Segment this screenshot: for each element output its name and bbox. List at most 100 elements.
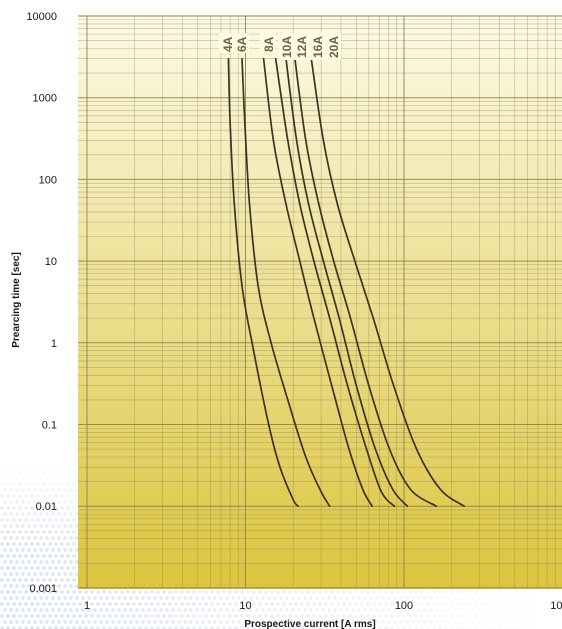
dot-mark: [465, 596, 469, 600]
dot-mark: [249, 620, 253, 624]
dot-mark: [498, 626, 502, 629]
dot-mark: [444, 626, 448, 629]
dot-mark: [261, 620, 265, 624]
dot-mark: [318, 590, 322, 594]
dot-mark: [126, 590, 130, 594]
dot-mark: [246, 614, 250, 618]
dot-mark: [48, 626, 52, 629]
dot-mark: [273, 596, 277, 600]
dot-mark: [57, 536, 61, 540]
dot-mark: [36, 566, 40, 570]
dot-mark: [15, 620, 19, 624]
dot-mark: [402, 590, 406, 594]
dot-mark: [36, 614, 40, 618]
dot-mark: [219, 620, 223, 624]
curve-12a: [285, 57, 409, 508]
dot-mark: [342, 614, 346, 618]
dot-mark: [381, 620, 385, 624]
dot-mark: [12, 614, 16, 618]
dot-mark: [504, 590, 508, 594]
dot-mark: [420, 590, 424, 594]
dot-mark: [138, 626, 142, 629]
dot-mark: [51, 584, 55, 588]
dot-mark: [435, 620, 439, 624]
dot-mark: [51, 548, 55, 552]
dot-mark: [366, 602, 370, 606]
dot-mark: [81, 608, 85, 612]
dot-mark: [72, 518, 76, 522]
dot-mark: [528, 590, 532, 594]
dot-mark: [285, 608, 289, 612]
dot-mark: [384, 614, 388, 618]
dot-mark: [303, 608, 307, 612]
dot-mark: [171, 620, 175, 624]
dot-mark: [231, 596, 235, 600]
dot-mark: [102, 602, 106, 606]
dot-mark: [39, 548, 43, 552]
dot-mark: [333, 620, 337, 624]
dot-mark: [42, 494, 46, 498]
dot-mark: [324, 614, 328, 618]
dot-mark: [360, 590, 364, 594]
dot-mark: [96, 614, 100, 618]
dot-mark: [276, 614, 280, 618]
curve-label-bg: [219, 33, 235, 53]
dot-mark: [42, 578, 46, 582]
dot-mark: [198, 602, 202, 606]
dot-mark: [27, 584, 31, 588]
dot-mark: [318, 602, 322, 606]
dot-mark: [39, 596, 43, 600]
dot-mark: [447, 620, 451, 624]
dot-mark: [171, 608, 175, 612]
dot-mark: [189, 608, 193, 612]
dot-mark: [300, 590, 304, 594]
curve-6a: [241, 57, 331, 508]
dot-mark: [282, 614, 286, 618]
dot-mark: [228, 602, 232, 606]
dot-mark: [96, 590, 100, 594]
dot-mark: [474, 602, 478, 606]
dot-mark: [36, 590, 40, 594]
dot-mark: [465, 608, 469, 612]
dot-mark: [45, 500, 49, 504]
dot-mark: [18, 566, 22, 570]
dot-mark: [423, 620, 427, 624]
dot-mark: [144, 626, 148, 629]
dot-mark: [363, 608, 367, 612]
dot-mark: [162, 602, 166, 606]
dot-mark: [12, 506, 16, 510]
dot-mark: [33, 512, 37, 516]
dot-mark: [126, 626, 130, 629]
dot-mark: [450, 614, 454, 618]
dot-mark: [24, 578, 28, 582]
dot-mark: [459, 608, 463, 612]
dot-mark: [519, 608, 523, 612]
dot-mark: [225, 620, 229, 624]
dot-mark: [468, 602, 472, 606]
dot-mark: [270, 626, 274, 629]
dot-mark: [30, 518, 34, 522]
dot-mark: [48, 614, 52, 618]
dot-mark: [39, 500, 43, 504]
dot-mark: [414, 626, 418, 629]
dot-mark: [267, 596, 271, 600]
dot-mark: [426, 590, 430, 594]
dot-mark: [114, 602, 118, 606]
dot-mark: [195, 608, 199, 612]
dot-mark: [168, 614, 172, 618]
dot-mark: [447, 608, 451, 612]
dot-mark: [57, 500, 61, 504]
dot-mark: [21, 620, 25, 624]
dot-mark: [138, 614, 142, 618]
dot-mark: [72, 566, 76, 570]
dot-mark: [516, 590, 520, 594]
dot-mark: [6, 482, 10, 486]
dot-mark: [300, 626, 304, 629]
curve-label-bg: [260, 33, 276, 53]
dot-mark: [42, 518, 46, 522]
dot-mark: [72, 626, 76, 629]
dot-mark: [435, 596, 439, 600]
y-tick-label: 100: [39, 174, 57, 186]
dot-mark: [114, 626, 118, 629]
dot-mark: [42, 614, 46, 618]
